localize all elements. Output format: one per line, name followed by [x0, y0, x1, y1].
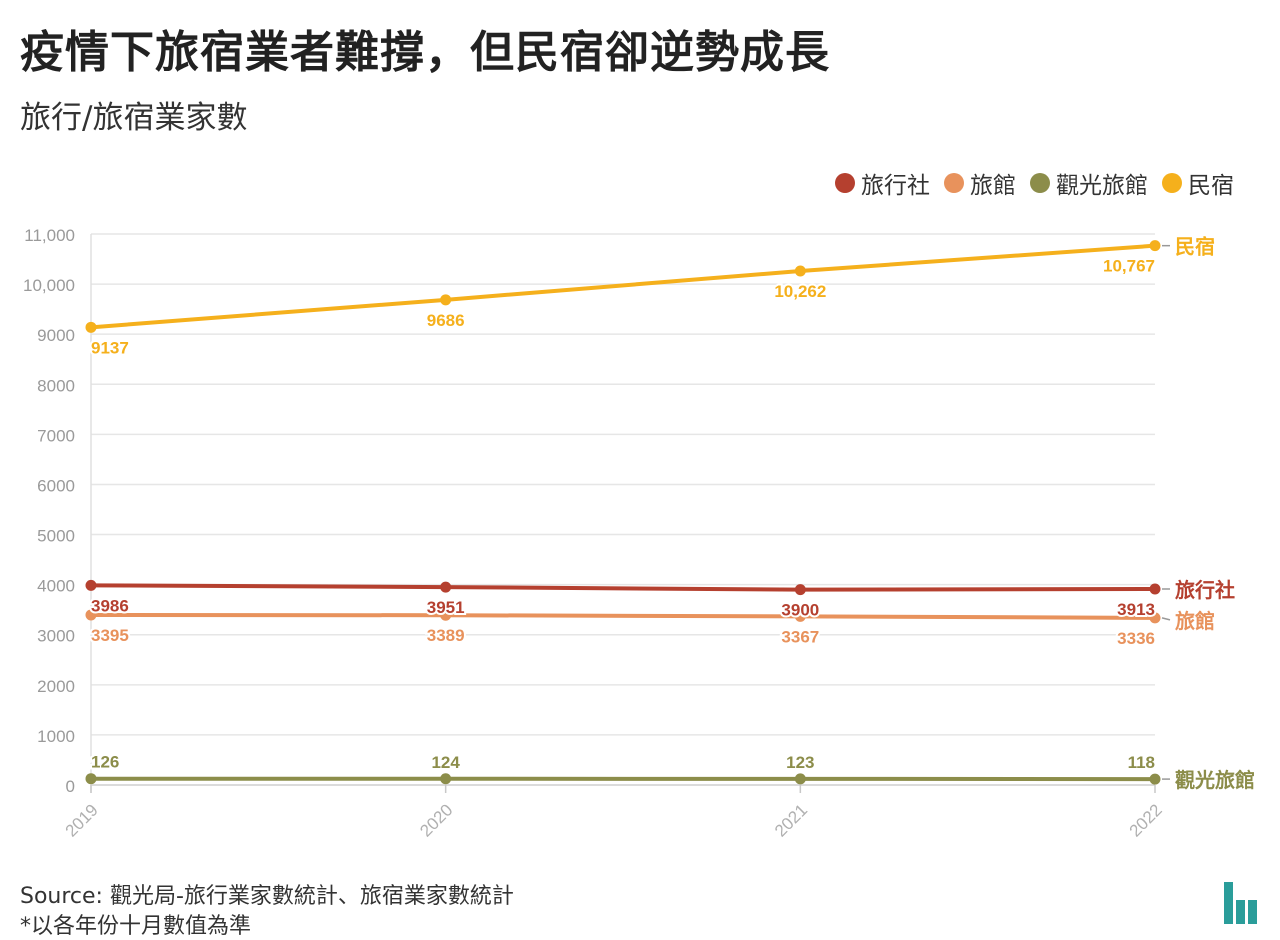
y-tick-label: 1000 — [37, 727, 75, 746]
x-tick-label: 2022 — [1126, 800, 1166, 840]
data-point — [86, 322, 97, 333]
source-note: Source: 觀光局-旅行業家數統計、旅宿業家數統計 — [20, 878, 514, 910]
data-point — [440, 773, 451, 784]
y-tick-label: 0 — [66, 777, 75, 796]
data-label: 3951 — [427, 598, 465, 617]
data-label: 3986 — [91, 596, 129, 615]
series-end-label: 旅館 — [1175, 609, 1215, 633]
data-label: 9137 — [91, 338, 129, 357]
publisher-logo-icon — [1222, 880, 1264, 924]
grid — [91, 234, 1155, 793]
series — [86, 240, 1161, 784]
footnote: *以各年份十月數值為準 — [20, 908, 251, 940]
data-point — [86, 773, 97, 784]
y-tick-label: 6000 — [37, 476, 75, 495]
x-tick-label: 2021 — [771, 800, 811, 840]
data-label: 124 — [431, 753, 460, 772]
data-point — [795, 584, 806, 595]
data-label: 3913 — [1117, 600, 1155, 619]
data-point — [440, 294, 451, 305]
data-label: 3389 — [427, 626, 465, 645]
data-point — [1150, 583, 1161, 594]
y-tick-label: 8000 — [37, 376, 75, 395]
y-tick-label: 5000 — [37, 527, 75, 546]
line-chart: 0 1000 2000 3000 4000 5000 6000 7000 8000 9000 10,… — [0, 0, 1280, 870]
series-line — [91, 246, 1155, 328]
data-point — [1150, 240, 1161, 251]
data-point — [795, 265, 806, 276]
series-end-connector — [1162, 618, 1170, 620]
series-end-label: 觀光旅館 — [1175, 768, 1255, 792]
series-line — [91, 615, 1155, 618]
y-tick-label: 10,000 — [23, 276, 75, 295]
y-tick-label: 9000 — [37, 326, 75, 345]
y-tick-label: 11,000 — [24, 226, 75, 245]
data-labels: 3986 3951 3900 3913 旅行社 3395 3389 3367 3336 旅館 126… — [91, 235, 1255, 792]
series-end-label: 旅行社 — [1175, 578, 1235, 602]
data-label: 10,767 — [1103, 257, 1155, 276]
y-tick-label: 2000 — [37, 677, 75, 696]
data-label: 123 — [786, 753, 814, 772]
data-label: 3395 — [91, 626, 129, 645]
y-tick-label: 7000 — [37, 426, 75, 445]
data-label: 118 — [1128, 753, 1155, 772]
x-tick-label: 2019 — [62, 800, 102, 840]
data-label: 3900 — [781, 601, 819, 620]
data-label: 3367 — [781, 627, 819, 646]
data-point — [440, 582, 451, 593]
data-point — [86, 580, 97, 591]
y-tick-label: 4000 — [37, 577, 75, 596]
y-tick-label: 3000 — [37, 627, 75, 646]
data-label: 126 — [91, 753, 119, 772]
series-line — [91, 585, 1155, 589]
x-tick-label: 2020 — [416, 800, 456, 840]
data-point — [1150, 774, 1161, 785]
data-label: 10,262 — [774, 282, 826, 301]
series-end-label: 民宿 — [1175, 235, 1215, 259]
data-label: 3336 — [1117, 629, 1155, 648]
data-label: 9686 — [427, 311, 465, 330]
data-point — [795, 773, 806, 784]
